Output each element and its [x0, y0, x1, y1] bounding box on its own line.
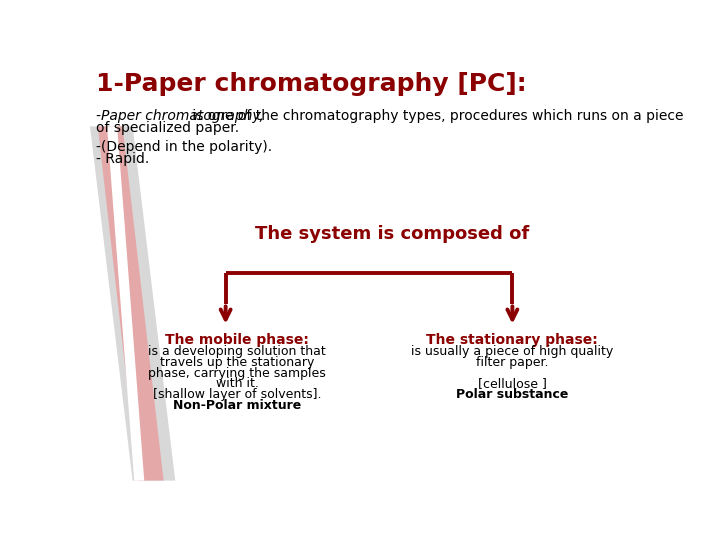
Text: with it.: with it.: [216, 377, 258, 390]
Polygon shape: [98, 126, 163, 481]
Polygon shape: [107, 126, 144, 481]
Text: 1-Paper chromatography [PC]:: 1-Paper chromatography [PC]:: [96, 72, 527, 97]
Text: of specialized paper.: of specialized paper.: [96, 121, 239, 135]
Text: The mobile phase:: The mobile phase:: [166, 333, 309, 347]
Text: travels up the stationary: travels up the stationary: [160, 356, 315, 369]
Text: Polar substance: Polar substance: [456, 388, 569, 401]
Text: The system is composed of: The system is composed of: [255, 225, 529, 243]
Text: filter paper.: filter paper.: [476, 356, 549, 369]
Text: phase, carrying the samples: phase, carrying the samples: [148, 367, 326, 380]
Text: [cellulose ]: [cellulose ]: [478, 377, 546, 390]
Text: Non-Polar mixture: Non-Polar mixture: [173, 399, 302, 412]
Text: - Rapid.: - Rapid.: [96, 152, 150, 166]
Text: -Paper chromatography,: -Paper chromatography,: [96, 110, 264, 124]
Text: [shallow layer of solvents].: [shallow layer of solvents].: [153, 388, 322, 401]
Text: The stationary phase:: The stationary phase:: [426, 333, 598, 347]
Polygon shape: [90, 126, 175, 481]
Text: is usually a piece of high quality: is usually a piece of high quality: [411, 345, 613, 358]
Text: -(Depend in the polarity).: -(Depend in the polarity).: [96, 140, 272, 154]
Text: is a developing solution that: is a developing solution that: [148, 345, 326, 358]
Text: is one of the chromatography types, procedures which runs on a piece: is one of the chromatography types, proc…: [188, 110, 683, 124]
